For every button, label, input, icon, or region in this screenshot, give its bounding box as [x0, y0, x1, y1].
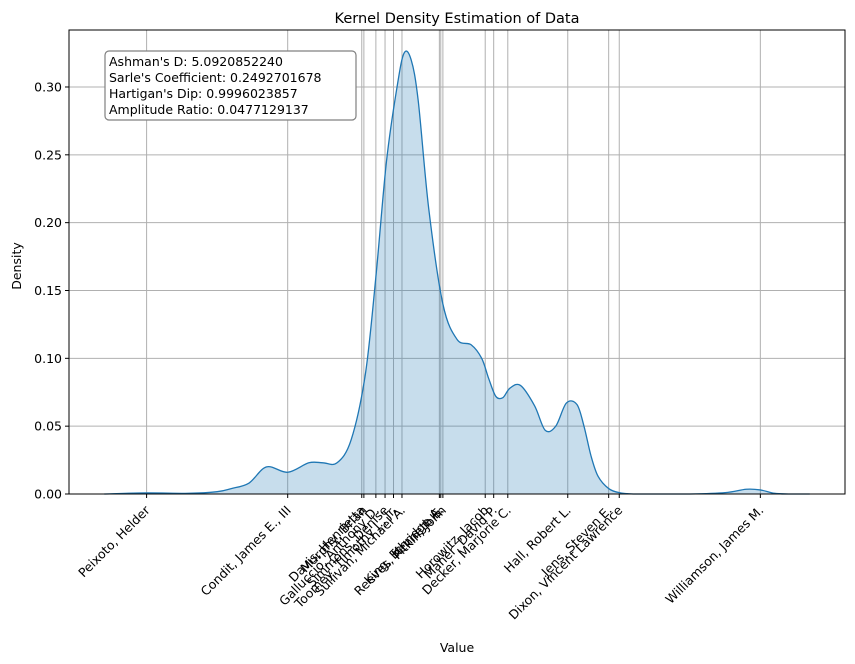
stats-line-amplitude: Amplitude Ratio: 0.0477129137 [109, 102, 309, 117]
x-tick-label: Peixoto, Helder [75, 502, 153, 580]
y-tick-label: 0.05 [34, 419, 62, 434]
y-tick-label: 0.25 [34, 147, 62, 162]
stats-line-hartigan: Hartigan's Dip: 0.9996023857 [109, 86, 298, 101]
y-tick-label: 0.10 [34, 351, 62, 366]
stats-line-ashman: Ashman's D: 5.0920852240 [109, 54, 283, 69]
y-tick-label: 0.15 [34, 283, 62, 298]
y-ticks: 0.00 0.05 0.10 0.15 0.20 0.25 0.30 [34, 79, 69, 501]
x-tick-labels: Peixoto, Helder Condit, James E., IIIDavi… [75, 494, 766, 622]
y-tick-label: 0.00 [34, 487, 62, 502]
x-tick-label: Condit, James E., III [198, 503, 294, 599]
x-tick-label: Williamson, James M. [662, 503, 766, 607]
x-axis-label: Value [440, 640, 475, 655]
y-axis-label: Density [9, 242, 24, 290]
chart-title: Kernel Density Estimation of Data [335, 11, 580, 27]
y-tick-label: 0.30 [34, 79, 62, 94]
stats-box: Ashman's D: 5.0920852240 Sarle's Coeffic… [105, 51, 356, 120]
y-tick-label: 0.20 [34, 215, 62, 230]
stats-line-sarle: Sarle's Coefficient: 0.2492701678 [109, 70, 322, 85]
